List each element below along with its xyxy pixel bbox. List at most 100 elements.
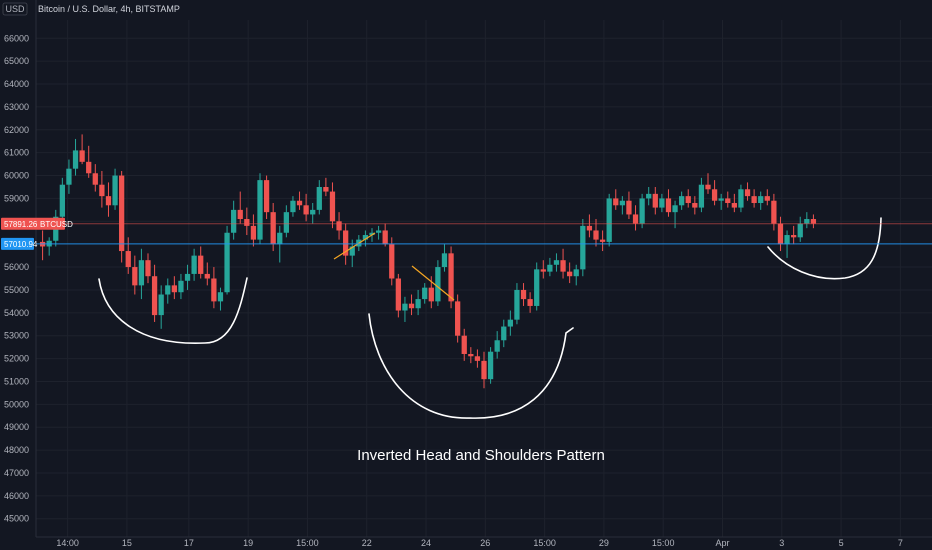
candle-body [791, 235, 797, 238]
candle-body [580, 225, 586, 270]
chart-title: Bitcoin / U.S. Dollar, 4h, BITSTAMP [38, 4, 180, 14]
trend-line-2 [411, 265, 455, 301]
candle-body [665, 198, 672, 213]
candle-body [777, 223, 784, 245]
candle-body [171, 285, 177, 293]
candle-body [86, 161, 92, 174]
candle-body [560, 260, 566, 272]
candle-body [105, 196, 112, 206]
candle-body [751, 196, 757, 204]
candle-body [784, 235, 790, 245]
x-tick-label: 15:00 [533, 538, 556, 548]
currency-badge[interactable] [2, 2, 28, 16]
candle-body [487, 351, 494, 380]
candle-body [72, 150, 79, 169]
candle-body [507, 319, 513, 327]
y-tick-label: 51000 [4, 376, 29, 386]
candle-body [771, 200, 777, 224]
candle-body [744, 189, 751, 197]
candle-body [626, 200, 632, 215]
candle-body [362, 235, 369, 240]
candle-body [448, 253, 454, 302]
candle-body [520, 289, 527, 300]
candle-body [534, 269, 540, 306]
candle-body [679, 196, 685, 206]
candle-body [468, 353, 474, 357]
candle-body [461, 335, 467, 354]
y-tick-label: 64000 [4, 79, 29, 89]
candle-body [151, 276, 158, 316]
candle-body [79, 150, 85, 162]
y-tick-label: 45000 [4, 514, 29, 524]
y-tick-label: 52000 [4, 354, 29, 364]
candle-body [705, 184, 711, 190]
candle-body [329, 191, 336, 222]
x-tick-label: 24 [421, 538, 431, 548]
x-tick-label: 26 [480, 538, 490, 548]
candle-body [296, 200, 303, 206]
candle-body [112, 175, 118, 206]
candle-body [125, 251, 131, 268]
candle-body [263, 180, 270, 213]
candle-body [553, 260, 560, 265]
candle-body [224, 232, 230, 293]
candle-body [573, 269, 579, 277]
currency-label: USD [5, 4, 25, 14]
candle-body [494, 340, 500, 352]
y-tick-label: 61000 [4, 148, 29, 158]
candles [39, 134, 817, 389]
right-shoulder-curve [767, 217, 882, 280]
price-badge-value: 57010.94 [4, 240, 38, 249]
y-tick-label: 59000 [4, 193, 29, 203]
candle-body [619, 200, 625, 206]
candle-body [527, 299, 533, 306]
candle-body [303, 205, 309, 215]
candle-body [310, 209, 316, 215]
x-tick-label: 15 [122, 538, 132, 548]
candle-body [375, 230, 382, 233]
candle-body [395, 278, 401, 311]
candle-body [237, 209, 243, 220]
candle-body [184, 273, 191, 281]
price-badge-value: 57891.26 [4, 220, 38, 229]
candle-body [455, 301, 461, 336]
y-tick-label: 62000 [4, 125, 29, 135]
candle-body [441, 253, 448, 268]
candle-body [547, 264, 553, 272]
candle-body [422, 287, 428, 300]
candle-body [711, 189, 718, 201]
candle-body [138, 260, 145, 286]
candle-body [586, 225, 593, 231]
candle-body [540, 269, 546, 272]
candle-body [606, 198, 612, 242]
candle-body [99, 184, 105, 197]
candle-body [178, 280, 184, 293]
candle-body [283, 212, 289, 233]
candle-body [725, 198, 731, 204]
x-tick-label: 29 [599, 538, 609, 548]
y-tick-label: 48000 [4, 445, 29, 455]
candle-body [66, 168, 72, 185]
candle-body [204, 273, 210, 279]
candle-body [481, 360, 487, 380]
price-badge [1, 237, 34, 250]
candle-body [599, 239, 606, 242]
candle-body [244, 219, 250, 226]
candle-body [270, 212, 276, 245]
candle-body [646, 193, 652, 199]
x-tick-label: 22 [362, 538, 372, 548]
candle-body [567, 271, 573, 277]
y-axis: 45000 46000 47000 48000 49000 50000 51000 52000… [4, 33, 29, 523]
candle-body [119, 175, 125, 252]
x-tick-label: 7 [898, 538, 903, 548]
candle-body [764, 196, 770, 201]
price-badge [1, 217, 65, 230]
candle-body [593, 230, 599, 240]
candle-body [145, 260, 151, 277]
candle-body [231, 209, 237, 233]
y-tick-label: 47000 [4, 468, 29, 478]
candle-body [290, 200, 296, 213]
y-tick-label: 50000 [4, 399, 29, 409]
